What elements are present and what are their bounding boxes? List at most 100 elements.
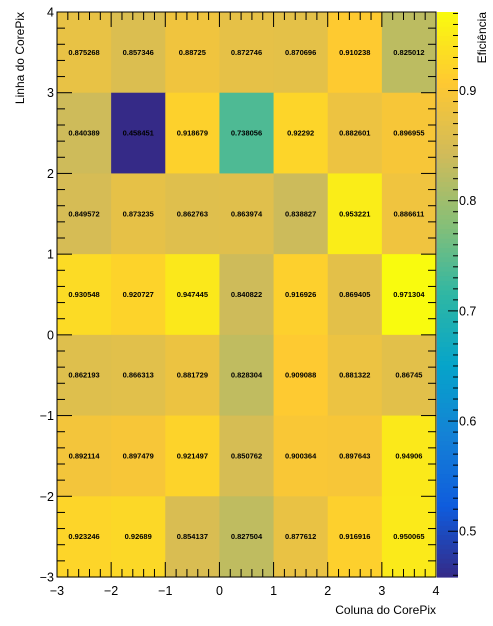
cell-value-label: 0.862193 (68, 371, 99, 380)
heatmap-cell (381, 173, 437, 255)
colorbar-segment (437, 567, 458, 573)
colorbar-segment (437, 473, 458, 479)
heatmap-cell (57, 12, 112, 94)
colorbar-segment (437, 205, 458, 211)
colorbar-segment (437, 487, 458, 493)
colorbar-segment (437, 153, 458, 159)
heatmap-cell (327, 173, 383, 255)
colorbar-segment (437, 308, 458, 314)
cell-value-label: 0.930548 (68, 290, 99, 299)
colorbar-segment (437, 562, 458, 569)
cell-value-label: 0.850762 (231, 451, 262, 460)
colorbar-segment (437, 285, 458, 291)
heatmap-cell (165, 415, 221, 497)
cell-value-label: 0.900364 (285, 451, 317, 460)
colorbar-segment (437, 445, 458, 451)
cell-value-label: 0.921497 (177, 451, 208, 460)
colorbar-segment (437, 134, 458, 140)
colorbar-segment (437, 332, 458, 338)
heatmap-cell (57, 496, 112, 578)
cell-value-label: 0.923246 (68, 532, 99, 541)
heatmap-cell (219, 415, 275, 497)
colorbar-segment (437, 482, 458, 489)
colorbar-segment (437, 54, 458, 60)
colorbar-segment (437, 402, 458, 409)
colorbar-segment (437, 106, 458, 112)
colorbar-tick-label: 0.6 (459, 415, 476, 429)
colorbar-segment (437, 431, 458, 437)
heatmap-cell (219, 12, 275, 94)
colorbar-segment (437, 496, 458, 503)
cell-value-label: 0.838827 (285, 209, 316, 218)
heatmap-cell (381, 334, 437, 417)
cell-value-label: 0.92292 (287, 129, 314, 138)
colorbar-segment (437, 398, 458, 404)
heatmap-cell (327, 334, 383, 417)
colorbar-segment (437, 252, 458, 258)
heatmap-cell (111, 12, 166, 94)
colorbar-segment (437, 506, 458, 512)
heatmap-cell (165, 12, 221, 94)
colorbar-segment (437, 167, 458, 173)
colorbar: 0.5 0.6 0.7 0.8 0.9 (437, 12, 476, 578)
colorbar-segment (437, 299, 458, 305)
cell-value-label: 0.827504 (231, 532, 263, 541)
cell-value-label: 0.857346 (123, 48, 154, 57)
cell-value-label: 0.828304 (231, 371, 263, 380)
cell-value-label: 0.866313 (123, 371, 154, 380)
colorbar-segment (437, 82, 458, 88)
colorbar-segment (437, 35, 458, 41)
cell-value-label: 0.872746 (231, 48, 262, 57)
colorbar-segment (437, 374, 458, 380)
cell-value-label: 0.875268 (68, 48, 99, 57)
colorbar-segment (437, 548, 458, 555)
colorbar-segment (437, 101, 458, 107)
x-tick-label: −1 (158, 584, 172, 598)
cell-value-label: 0.950065 (393, 532, 424, 541)
plot-frame (56, 11, 437, 578)
colorbar-segment (437, 426, 458, 432)
heatmap-cell (57, 254, 112, 336)
x-tick-label: 1 (270, 584, 277, 598)
heatmap-cell (165, 173, 221, 255)
cell-value-label: 0.953221 (339, 209, 370, 218)
cell-value-label: 0.86745 (395, 371, 422, 380)
colorbar-segment (437, 341, 458, 347)
colorbar-segment (437, 63, 458, 70)
colorbar-segment (437, 96, 458, 103)
heatmap-cell (327, 496, 383, 578)
colorbar-segment (437, 346, 458, 352)
colorbar-segment (437, 73, 458, 79)
heatmap-cell (165, 496, 221, 578)
colorbar-segment (437, 68, 458, 74)
colorbar-segment (437, 270, 458, 277)
colorbar-segment (437, 181, 458, 187)
colorbar-segment (437, 143, 458, 150)
colorbar-segment (437, 16, 458, 23)
colorbar-segment (437, 534, 458, 540)
axis-tick-labels: −3 −2 −1 0 1 2 3 4 −3 −2 −1 0 1 2 3 4 (40, 6, 440, 599)
heatmap-cell (111, 334, 166, 417)
colorbar-tick-label: 0.8 (459, 194, 476, 208)
colorbar-segment (437, 468, 458, 475)
colorbar-segment (437, 261, 458, 267)
heatmap-cell (57, 415, 112, 497)
x-tick-label: 4 (433, 584, 440, 598)
x-tick-label: 0 (216, 584, 223, 598)
colorbar-segment (437, 360, 458, 366)
y-tick-label: 2 (47, 167, 54, 181)
cell-value-label: 0.840822 (231, 290, 262, 299)
colorbar-segment (437, 162, 458, 168)
colorbar-segment (437, 233, 458, 239)
colorbar-segment (437, 157, 458, 164)
colorbar-segment (437, 539, 458, 545)
cell-value-label: 0.916926 (285, 290, 316, 299)
colorbar-segment (437, 313, 458, 319)
heatmap-cell (273, 496, 329, 578)
colorbar-segment (437, 553, 458, 559)
colorbar-segment (437, 449, 458, 456)
colorbar-segment (437, 388, 458, 394)
colorbar-segment (437, 303, 458, 310)
colorbar-segment (437, 223, 458, 230)
